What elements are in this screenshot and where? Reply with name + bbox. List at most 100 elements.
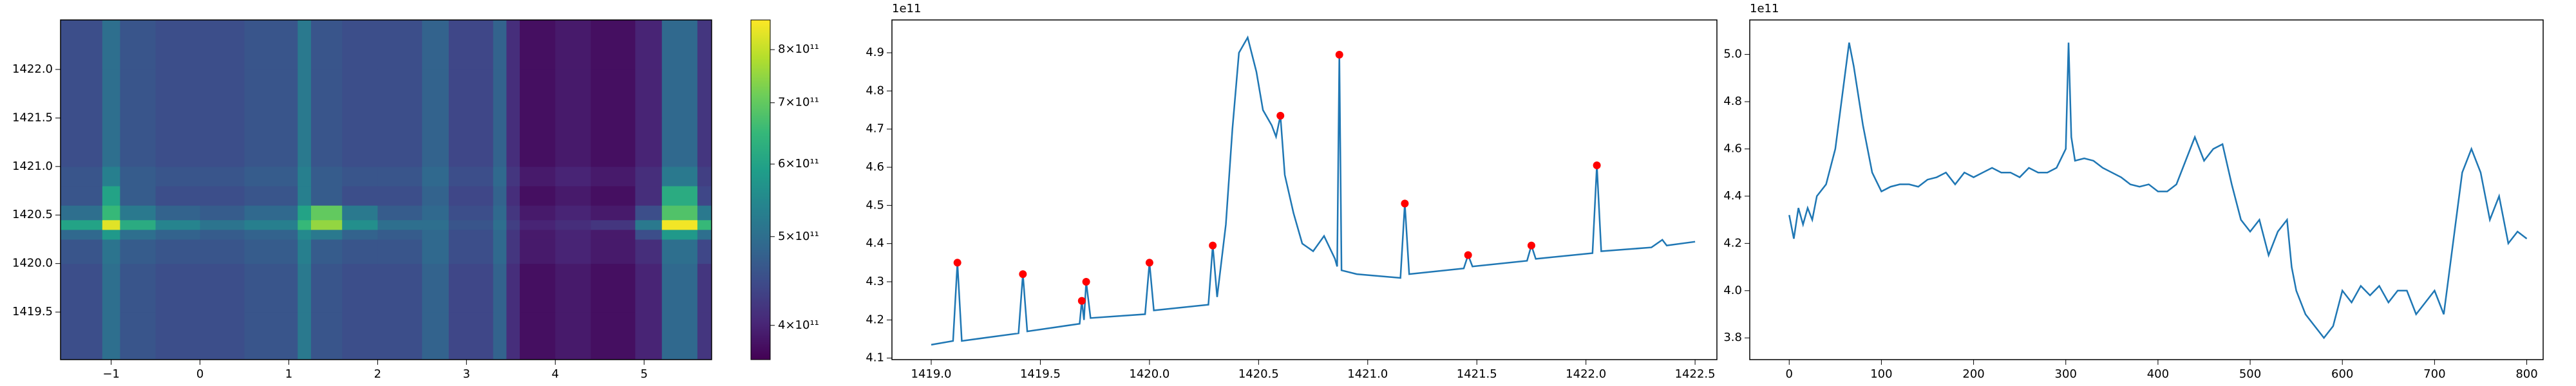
heat-cell [377,205,422,221]
y-tick-label: 4.3 [866,275,884,288]
heat-cell [200,229,245,240]
y-tick-label: 4.2 [1723,236,1742,250]
heat-cell [310,205,343,221]
heat-cell [310,118,343,167]
heat-cell [591,229,636,240]
heat-cell [200,69,245,118]
heat-cell [697,20,712,70]
heat-cell [244,312,298,360]
heat-cell [244,118,298,167]
heat-cell [342,219,378,230]
heat-cell [635,118,663,167]
heat-cell [555,185,591,206]
heat-cell [422,205,450,221]
heat-cell [298,205,312,221]
heat-cell [448,229,494,240]
heat-cell [298,263,312,313]
x-tick-label: 400 [2147,367,2169,381]
heat-cell [422,185,450,206]
x-tick-label: 5 [640,367,647,381]
heat-cell [342,205,378,221]
x-tick-label: 1419.5 [1020,367,1061,381]
heat-cell [120,312,156,360]
heat-cell [493,166,507,187]
heat-cell [591,205,636,221]
heat-cell [493,219,507,230]
heat-cell [377,312,422,360]
heat-cell [310,20,343,70]
heat-cell [555,229,591,240]
heat-cell [120,69,156,118]
heat-cell [61,219,103,230]
heat-cell [635,219,663,230]
heat-cell [310,229,343,240]
heat-cell [422,69,450,118]
y-tick-label: 1422.0 [12,62,53,76]
heat-cell [102,219,120,230]
heat-cell [310,185,343,206]
heat-cell [298,219,312,230]
heat-cell [555,69,591,118]
line-series [931,35,1696,346]
heat-cell [310,263,343,313]
heat-cell [448,20,494,70]
x-tick-label: −1 [102,367,120,381]
x-tick-label: 0 [196,367,204,381]
heat-cell [591,239,636,264]
heat-cell [61,69,103,118]
heat-cell [506,69,520,118]
heat-cell [61,263,103,313]
panel: 1e11 1419.0 1419.5 1420.0 1420.5 1421.0 1421.5… [866,2,1718,381]
heat-cell [520,185,556,206]
heat-cell [342,20,378,70]
heat-cell [102,185,120,206]
y-tick-label: 4.6 [866,160,884,174]
line-series [1788,42,2528,340]
heat-cell [61,20,103,70]
heat-cell [555,239,591,264]
y-tick-label: 4.2 [866,313,884,326]
heat-cell [298,229,312,240]
heat-cell [635,69,663,118]
axes-frame [1749,19,2544,360]
heat-cell [697,166,712,187]
heat-cell [342,312,378,360]
heat-cell [61,118,103,167]
plot-area [1788,42,2528,340]
heat-cell [697,205,712,221]
heat-cell [506,118,520,167]
heat-cell [661,20,698,70]
axis-offset-label: 1e11 [892,2,921,15]
y-tick-label: 4.4 [1723,189,1742,203]
y-tick-label: 4.0 [1723,284,1742,297]
heat-cell [244,263,298,313]
colorbar-tick-label: 6×10¹¹ [778,157,819,170]
heat-cell [244,205,298,221]
colorbar-tick-label: 8×10¹¹ [778,42,819,56]
heat-cell [635,239,663,264]
y-tick-label: 1421.0 [12,160,53,173]
heat-cell [298,185,312,206]
heat-cell [310,69,343,118]
heat-cell [493,69,507,118]
x-tick-label: 4 [552,367,559,381]
heat-cell [377,166,422,187]
heat-cell [377,20,422,70]
heat-cell [520,205,556,221]
heat-cell [155,166,201,187]
heat-cell [591,118,636,167]
heat-cell [200,239,245,264]
colorbar-tick-label: 4×10¹¹ [778,318,819,332]
heat-cell [120,219,156,230]
heat-cell [298,166,312,187]
heat-cell [155,219,201,230]
heat-cell [244,239,298,264]
heat-cell [298,239,312,264]
heat-cell [310,166,343,187]
heat-cell [200,263,245,313]
heat-cell [555,312,591,360]
x-tick-label: 1420.5 [1238,367,1279,381]
x-tick-label: 0 [1786,367,1793,381]
heat-cell [661,185,698,206]
heat-cell [448,118,494,167]
